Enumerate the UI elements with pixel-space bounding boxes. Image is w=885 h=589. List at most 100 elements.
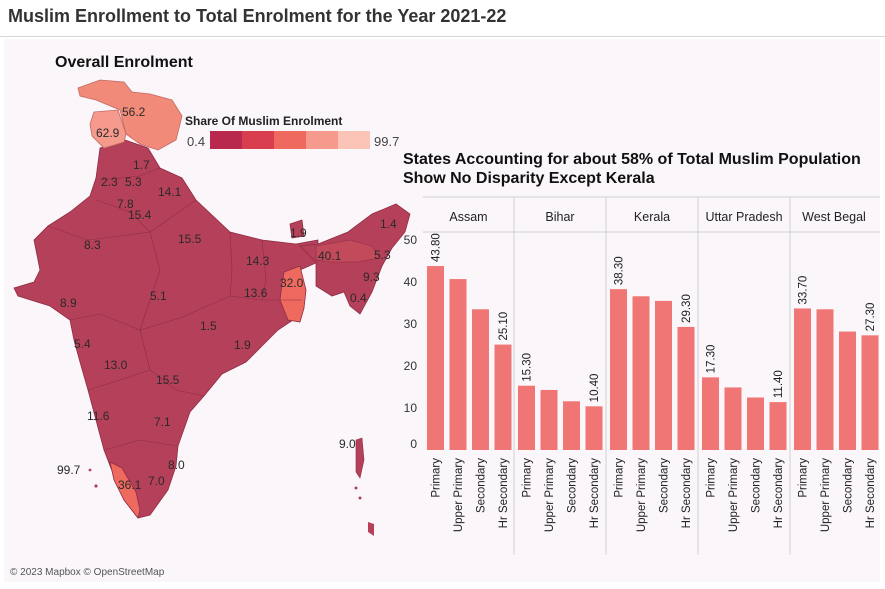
legend-swatch <box>306 131 338 149</box>
map-label: 9.3 <box>363 270 380 284</box>
map-label: 5.3 <box>374 248 391 262</box>
map-label: 14.3 <box>246 254 270 268</box>
legend-max-label: 99.7 <box>374 134 400 149</box>
map-label: 7.0 <box>148 474 165 488</box>
map-label: 0.4 <box>350 291 367 305</box>
panel-header: Kerala <box>634 210 670 224</box>
map-label: 15.5 <box>178 232 202 246</box>
map-label: 9.0 <box>339 437 356 451</box>
bar <box>472 309 489 450</box>
bar-value-label: 43.80 <box>431 233 443 262</box>
map-label: 11.6 <box>87 409 110 423</box>
bar-value-label: 10.40 <box>589 374 601 403</box>
map-label: 5.4 <box>74 337 91 351</box>
assam-region[interactable] <box>315 239 381 263</box>
mainland-region[interactable] <box>13 139 319 519</box>
category-tick-label: Primary <box>798 458 810 498</box>
category-tick-label: Upper Primary <box>453 458 465 532</box>
legend-title: Share Of Muslim Enrolment <box>185 114 343 128</box>
bar <box>816 309 834 450</box>
bar-value-label: 38.30 <box>614 256 626 285</box>
map-label: 7.8 <box>117 197 134 211</box>
map-label: 13.6 <box>244 286 268 300</box>
nicobar-region[interactable] <box>368 522 374 536</box>
legend-swatch <box>210 131 242 149</box>
map-label: 36.1 <box>118 478 142 492</box>
sikkim-region[interactable] <box>289 219 305 239</box>
map-label: 13.0 <box>104 358 128 372</box>
map-label: 2.3 <box>101 175 118 189</box>
category-tick-label: Primary <box>431 458 443 498</box>
y-tick-label: 30 <box>404 317 418 331</box>
category-tick-label: Secondary <box>751 458 763 513</box>
bar <box>677 326 695 450</box>
lakshadweep-island[interactable] <box>94 484 98 488</box>
map-attribution: © 2023 Mapbox © OpenStreetMap <box>10 567 165 578</box>
andaman-region[interactable] <box>355 437 365 479</box>
map-value-labels: 56.2 62.9 1.7 2.3 5.3 14.1 7.8 15.4 8.3 … <box>57 105 397 492</box>
kerala-region[interactable] <box>109 461 141 519</box>
y-tick-label: 50 <box>404 233 418 247</box>
map-label: 5.3 <box>125 175 142 189</box>
map-regions <box>13 79 411 536</box>
bar <box>563 401 580 450</box>
bar <box>494 344 512 450</box>
category-tick-label: Secondary <box>476 458 488 513</box>
map-heading: Overall Enrolment <box>55 54 193 71</box>
state-borders <box>47 167 302 451</box>
bar-chart-title: States Accounting for about 58% of Total… <box>403 151 861 187</box>
legend-swatch <box>242 131 274 149</box>
category-tick-label: Upper Primary <box>544 458 556 532</box>
bar <box>655 300 672 450</box>
map-label: 1.9 <box>290 226 307 240</box>
category-tick-label: Upper Primary <box>636 458 648 532</box>
map-label: 40.1 <box>318 249 342 263</box>
map-label: 56.2 <box>122 105 146 119</box>
bar-value-label: 11.40 <box>773 370 785 398</box>
nicobar-island[interactable] <box>354 486 358 490</box>
bar-value-label: 15.30 <box>522 353 534 382</box>
y-tick-label: 40 <box>404 275 418 289</box>
category-tick-label: Secondary <box>843 458 855 513</box>
bar <box>724 387 742 450</box>
map-label: 7.1 <box>154 415 171 429</box>
y-tick-label: 20 <box>404 359 418 373</box>
nicobar-island[interactable] <box>358 496 362 500</box>
map-label: 14.1 <box>158 185 182 199</box>
y-tick-label: 10 <box>404 401 418 415</box>
bar <box>861 335 879 450</box>
map-label: 8.0 <box>168 458 185 472</box>
panel-header: Uttar Pradesh <box>705 210 782 224</box>
lakshadweep-island[interactable] <box>88 468 92 472</box>
bar-value-label: 33.70 <box>798 276 810 305</box>
bar <box>839 331 856 450</box>
ladakh-region[interactable] <box>77 79 183 151</box>
bar <box>747 397 764 450</box>
map-label: 32.0 <box>280 276 304 290</box>
map-label: 1.7 <box>133 158 150 172</box>
map-label: 8.9 <box>60 296 77 310</box>
bar <box>610 289 627 450</box>
panel-header: Assam <box>449 210 487 224</box>
west-bengal-region[interactable] <box>279 265 307 323</box>
jammu-kashmir-region[interactable] <box>89 109 127 149</box>
bar-value-label: 25.10 <box>498 312 510 341</box>
category-tick-label: Secondary <box>659 458 671 513</box>
bar <box>702 377 719 450</box>
legend-min-label: 0.4 <box>187 134 206 149</box>
category-tick-label: Upper Primary <box>820 458 832 532</box>
map-label: 15.5 <box>156 373 180 387</box>
bar <box>769 402 787 450</box>
bar <box>449 279 467 450</box>
category-tick-label: Primary <box>522 458 534 498</box>
map-label: 1.5 <box>200 319 217 333</box>
map-label: 1.9 <box>234 338 251 352</box>
bar <box>585 406 603 450</box>
title-divider <box>0 36 885 37</box>
panel-header: West Begal <box>802 210 866 224</box>
bar-value-label: 29.30 <box>681 294 693 323</box>
map-label: 15.4 <box>128 208 152 222</box>
